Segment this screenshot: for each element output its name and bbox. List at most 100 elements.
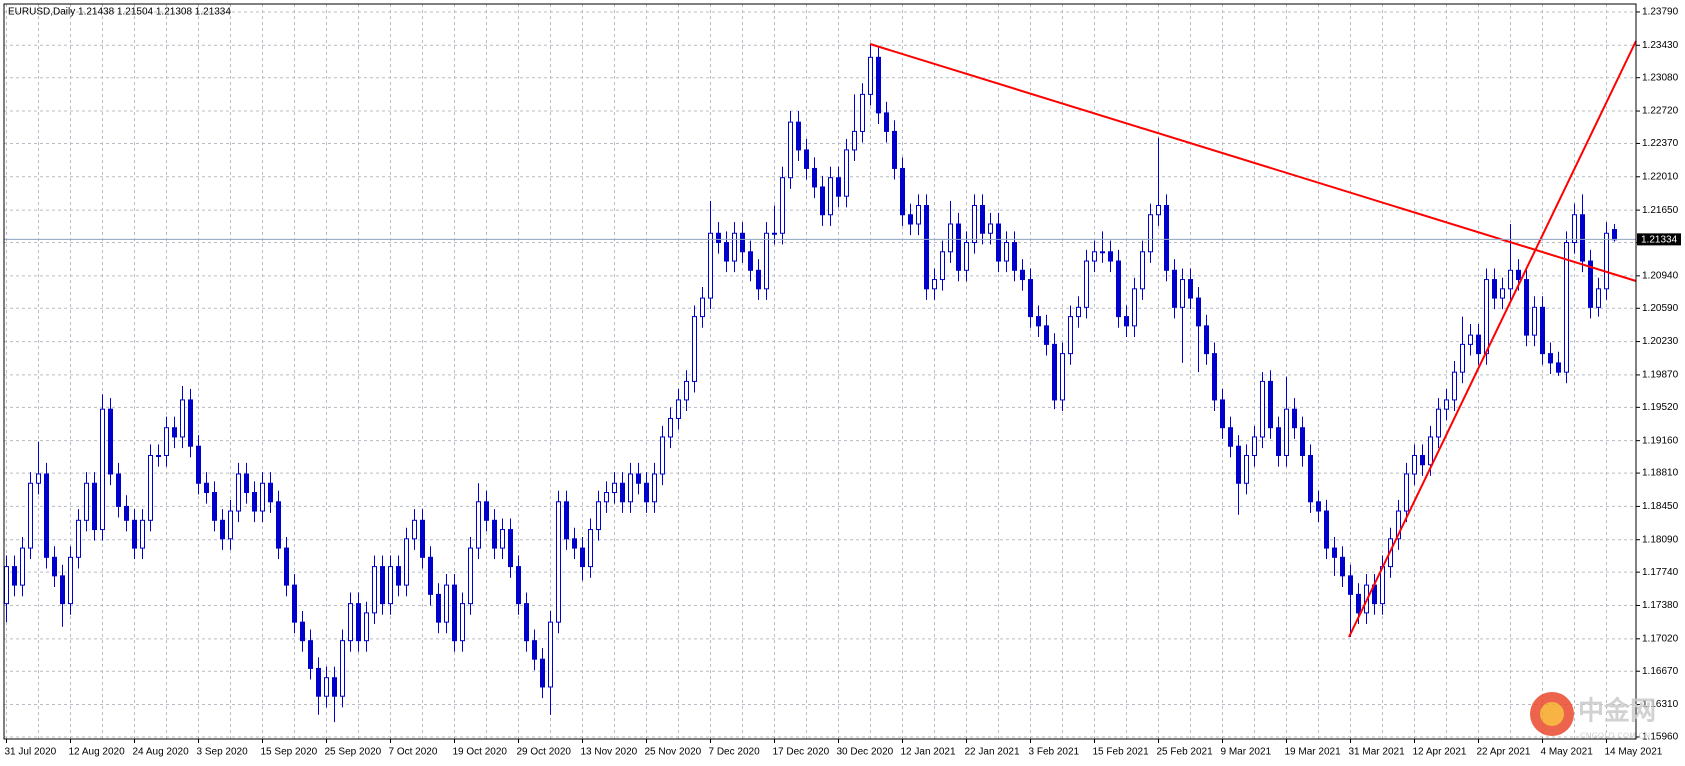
candle-body	[532, 640, 537, 660]
candle-body	[1268, 380, 1273, 429]
y-tick-label: 1.18810	[1642, 468, 1679, 479]
candle-body	[1140, 251, 1145, 290]
candle-body	[1004, 242, 1009, 262]
candle-body	[1196, 297, 1201, 327]
y-tick-label: 1.22720	[1642, 106, 1679, 117]
candle-body	[252, 492, 257, 512]
candle-body	[524, 603, 529, 642]
candle-body	[836, 177, 841, 197]
candle-body	[476, 501, 481, 549]
candle-body	[44, 473, 49, 558]
candle-body	[1084, 260, 1089, 308]
candle-body	[140, 519, 145, 549]
candle-body	[724, 242, 729, 262]
candle-body	[220, 519, 225, 540]
x-tick-label: 15 Feb 2021	[1093, 747, 1150, 758]
candle-body	[556, 501, 561, 623]
candle-body	[276, 501, 281, 549]
candle-body	[1012, 242, 1017, 271]
candle-body	[1204, 325, 1209, 355]
candle-body	[1276, 427, 1281, 456]
candle-body	[1148, 214, 1153, 253]
x-tick-label: 19 Oct 2020	[453, 747, 508, 758]
candle-body	[980, 204, 985, 234]
candle-body	[308, 640, 313, 669]
candle-body	[1324, 510, 1329, 549]
candle-body	[428, 556, 433, 595]
y-tick-label: 1.17740	[1642, 567, 1679, 578]
candle-body	[1564, 242, 1569, 373]
candle-body	[1244, 454, 1249, 484]
candle-body	[452, 584, 457, 642]
candle-body	[796, 121, 801, 151]
candle-body	[1044, 325, 1049, 345]
candle-body	[900, 167, 905, 216]
x-tick-label: 31 Mar 2021	[1349, 747, 1406, 758]
logo	[1540, 702, 1564, 726]
candle-body	[1580, 214, 1585, 262]
candle-body	[1076, 306, 1081, 318]
candle-body	[668, 417, 673, 438]
candle-body	[1252, 436, 1257, 456]
candle-body	[500, 529, 505, 549]
candle-body	[540, 658, 545, 688]
candle-body	[604, 492, 609, 503]
candle-body	[1172, 269, 1177, 308]
candle-body	[1100, 251, 1105, 254]
candle-body	[76, 519, 81, 558]
x-tick-label: 29 Oct 2020	[517, 747, 572, 758]
y-tick-label: 1.16670	[1642, 666, 1679, 677]
candle-body	[1404, 473, 1409, 512]
candle-body	[132, 519, 137, 549]
candle-body	[292, 584, 297, 623]
candle-body	[1132, 288, 1137, 327]
y-tick-label: 1.19870	[1642, 370, 1679, 381]
watermark: 中金网 CNGOLD.COM.CN	[1530, 692, 1656, 741]
candle-body	[684, 380, 689, 401]
candle-body	[204, 482, 209, 494]
candle-body	[1420, 454, 1425, 466]
candle-body	[1612, 229, 1617, 241]
candle-body	[1092, 251, 1097, 262]
candle-body	[1332, 547, 1337, 558]
candle-body	[548, 621, 553, 688]
last-price-box	[1637, 233, 1681, 246]
chart-title: EURUSD,Daily 1.21438 1.21504 1.21308 1.2…	[8, 7, 231, 18]
candle-body	[260, 482, 265, 512]
candle-body	[1284, 408, 1289, 456]
candle-body	[580, 547, 585, 568]
candle-body	[348, 603, 353, 642]
x-tick-label: 14 May 2021	[1605, 747, 1663, 758]
candle-body	[1212, 353, 1217, 401]
candle-body	[92, 482, 97, 531]
candle-body	[564, 501, 569, 540]
candle-body	[1348, 575, 1353, 595]
candle-body	[420, 519, 425, 558]
candle-body	[596, 501, 601, 531]
y-tick-label: 1.21650	[1642, 205, 1679, 216]
x-tick-label: 9 Mar 2021	[1221, 747, 1272, 758]
candle-body	[468, 547, 473, 605]
x-tick-label: 3 Feb 2021	[1029, 747, 1080, 758]
candle-body	[948, 223, 953, 253]
candle-body	[1308, 454, 1313, 503]
candle-body	[1124, 316, 1129, 327]
candle-body	[1556, 362, 1561, 373]
x-tick-label: 24 Aug 2020	[133, 747, 190, 758]
candle-body	[372, 566, 377, 614]
candles	[4, 43, 1617, 723]
candle-body	[1156, 204, 1161, 216]
candle-body	[1188, 279, 1193, 299]
candle-body	[84, 482, 89, 521]
candle-body	[1492, 279, 1497, 299]
grid	[4, 4, 1636, 739]
last-price-label: 1.21334	[1641, 235, 1678, 246]
overlay: 1.23790 1.23430 1.23080 1.22720 1.22370 1.220…	[4, 7, 1681, 758]
candle-body	[508, 529, 513, 568]
candle-body	[1588, 260, 1593, 308]
candle-body	[484, 501, 489, 521]
candle-body	[788, 121, 793, 179]
y-tick-label: 1.19520	[1642, 402, 1679, 413]
x-tick-label: 19 Mar 2021	[1285, 747, 1342, 758]
